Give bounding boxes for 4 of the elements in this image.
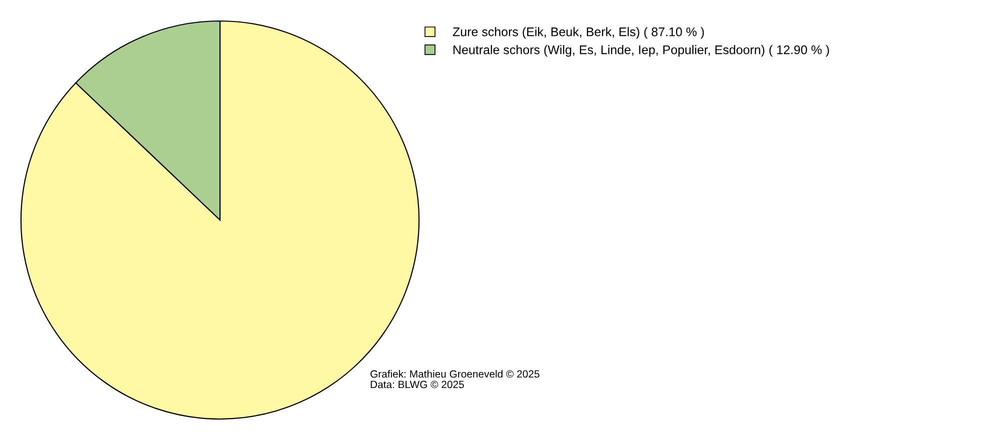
legend-label: Zure schors (Eik, Beuk, Berk, Els) ( 87.10 % ) (452, 27, 704, 39)
legend-label: Neutrale schors (Wilg, Es, Linde, Iep, Populier, Esdoorn) ( 12.90 % ) (454, 45, 829, 57)
text: Data: BLWG © 2025 (370, 380, 464, 388)
text: Grafiek: Mathieu Groeneveld © 2025 (370, 370, 540, 378)
